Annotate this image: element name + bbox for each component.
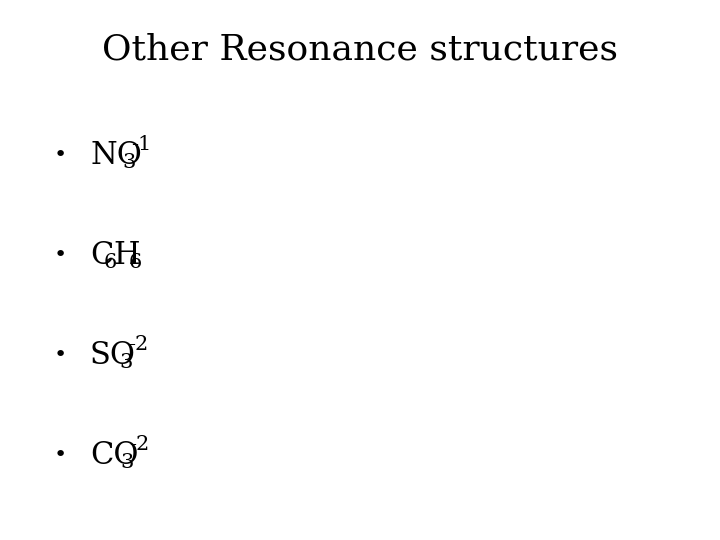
Text: 6: 6 bbox=[129, 253, 143, 273]
Text: C: C bbox=[90, 240, 113, 271]
Text: •: • bbox=[53, 445, 67, 465]
Text: •: • bbox=[53, 145, 67, 165]
Text: 3: 3 bbox=[119, 354, 132, 373]
Text: 3: 3 bbox=[122, 153, 135, 172]
Text: -2: -2 bbox=[129, 435, 149, 455]
Text: •: • bbox=[53, 345, 67, 365]
Text: H: H bbox=[113, 240, 140, 271]
Text: 3: 3 bbox=[120, 454, 133, 472]
Text: 6: 6 bbox=[104, 253, 117, 273]
Text: -2: -2 bbox=[128, 335, 148, 354]
Text: CO: CO bbox=[90, 440, 138, 470]
Text: -1: -1 bbox=[131, 136, 151, 154]
Text: SO: SO bbox=[90, 340, 136, 370]
Text: Other Resonance structures: Other Resonance structures bbox=[102, 33, 618, 67]
Text: •: • bbox=[53, 245, 67, 265]
Text: NO: NO bbox=[90, 139, 142, 171]
